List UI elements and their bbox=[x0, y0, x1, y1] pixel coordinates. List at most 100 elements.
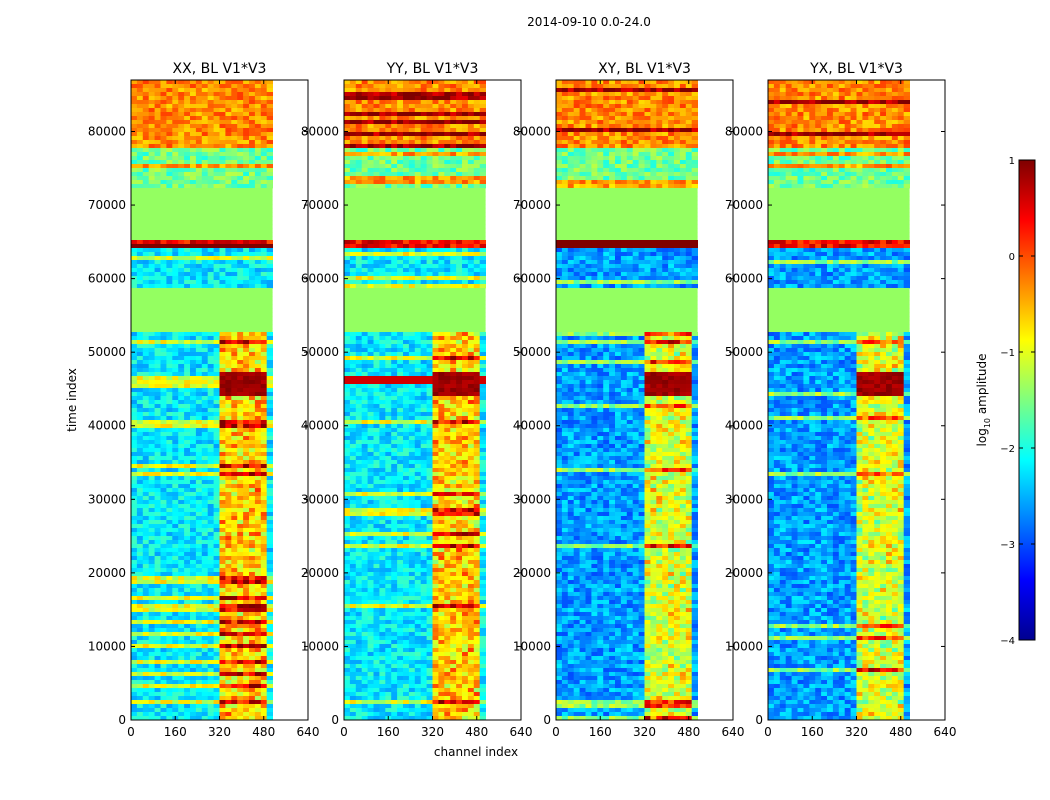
heatmap-cell bbox=[444, 184, 451, 189]
heatmap-cell bbox=[420, 332, 427, 337]
heatmap-cell bbox=[178, 476, 185, 481]
heatmap-cell bbox=[349, 340, 357, 345]
heatmap-cell bbox=[172, 136, 179, 141]
heatmap-cell bbox=[397, 396, 404, 401]
heatmap-cell bbox=[178, 700, 185, 705]
heatmap-cell bbox=[379, 132, 386, 137]
heatmap-cell bbox=[131, 548, 138, 553]
heatmap-cell bbox=[379, 252, 386, 257]
heatmap-cell bbox=[201, 272, 209, 277]
panel-2: YY, BL V1*V30 160 320 480 640010000200003000… bbox=[301, 61, 533, 739]
heatmap-cell bbox=[237, 468, 244, 473]
heatmap-cell bbox=[379, 404, 386, 409]
heatmap-cell bbox=[254, 88, 262, 93]
heatmap-cell bbox=[249, 256, 256, 261]
heatmap-cell bbox=[254, 124, 262, 129]
heatmap-cell bbox=[190, 528, 197, 533]
heatmap-cell bbox=[266, 248, 273, 253]
heatmap-cell bbox=[195, 600, 203, 605]
heatmap-cell bbox=[450, 336, 457, 341]
heatmap-cell bbox=[231, 352, 238, 357]
heatmap-cell bbox=[142, 600, 150, 605]
heatmap-cell bbox=[136, 80, 144, 85]
heatmap-cell bbox=[131, 460, 138, 465]
heatmap-cell bbox=[154, 408, 161, 413]
heatmap-cell bbox=[355, 272, 363, 277]
heatmap-cell bbox=[432, 340, 439, 345]
heatmap-cell bbox=[249, 116, 256, 121]
heatmap-cell bbox=[237, 152, 244, 157]
heatmap-cell bbox=[373, 140, 380, 145]
heatmap-cell bbox=[403, 436, 410, 441]
heatmap-cell bbox=[225, 452, 232, 457]
heatmap-cell bbox=[344, 100, 351, 105]
heatmap-cell bbox=[391, 384, 398, 389]
heatmap-cell bbox=[154, 700, 161, 705]
heatmap-cell bbox=[142, 476, 150, 481]
heatmap-cell bbox=[408, 184, 416, 189]
heatmap-cell bbox=[260, 260, 268, 265]
heatmap-cell bbox=[142, 504, 150, 509]
heatmap-cell bbox=[385, 436, 392, 441]
heatmap-cell bbox=[142, 604, 150, 609]
heatmap-cell bbox=[462, 168, 469, 173]
heatmap-cell bbox=[201, 156, 209, 161]
heatmap-cell bbox=[254, 412, 262, 417]
heatmap-cell bbox=[136, 280, 144, 285]
heatmap-cell bbox=[136, 504, 144, 509]
heatmap-cell bbox=[254, 668, 262, 673]
heatmap-cell bbox=[344, 336, 351, 341]
heatmap-cell bbox=[426, 168, 433, 173]
heatmap-cell bbox=[142, 432, 150, 437]
heatmap-cell bbox=[444, 96, 451, 101]
heatmap-cell bbox=[426, 80, 433, 85]
heatmap-cell bbox=[172, 240, 179, 245]
heatmap-cell bbox=[438, 244, 445, 249]
heatmap-cell bbox=[219, 656, 226, 661]
heatmap-cell bbox=[231, 704, 238, 709]
heatmap-cell bbox=[184, 568, 191, 573]
heatmap-cell bbox=[131, 616, 138, 621]
heatmap-cell bbox=[131, 584, 138, 589]
heatmap-cell bbox=[166, 632, 173, 637]
heatmap-cell bbox=[136, 464, 144, 469]
heatmap-cell bbox=[142, 176, 150, 181]
heatmap-cell bbox=[225, 384, 232, 389]
heatmap-cell bbox=[361, 412, 368, 417]
heatmap-cell bbox=[160, 712, 167, 717]
heatmap-cell bbox=[456, 120, 463, 125]
heatmap-cell bbox=[249, 448, 256, 453]
heatmap-cell bbox=[172, 652, 179, 657]
heatmap-cell bbox=[178, 588, 185, 593]
heatmap-cell bbox=[391, 272, 398, 277]
heatmap-cell bbox=[172, 464, 179, 469]
heatmap-cell bbox=[213, 160, 220, 165]
heatmap-cell bbox=[207, 716, 214, 721]
heatmap-cell bbox=[190, 668, 197, 673]
heatmap-cell bbox=[243, 536, 250, 541]
heatmap-cell bbox=[479, 356, 486, 361]
heatmap-cell bbox=[225, 504, 232, 509]
heatmap-cell bbox=[142, 676, 150, 681]
heatmap-cell bbox=[467, 168, 475, 173]
heatmap-cell bbox=[219, 408, 226, 413]
heatmap-cell bbox=[178, 668, 185, 673]
heatmap-cell bbox=[456, 400, 463, 405]
heatmap-cell bbox=[266, 420, 273, 425]
heatmap-cell bbox=[207, 268, 214, 273]
heatmap-cell bbox=[243, 184, 250, 189]
heatmap-cell bbox=[178, 448, 185, 453]
heatmap-cell bbox=[260, 88, 268, 93]
heatmap-cell bbox=[260, 612, 268, 617]
heatmap-cell bbox=[355, 340, 363, 345]
heatmap-cell bbox=[408, 276, 416, 281]
heatmap-cell bbox=[385, 352, 392, 357]
heatmap-cell bbox=[190, 672, 197, 677]
heatmap-cell bbox=[154, 548, 161, 553]
heatmap-cell bbox=[254, 548, 262, 553]
heatmap-cell bbox=[444, 408, 451, 413]
heatmap-cell bbox=[349, 436, 357, 441]
heatmap-cell bbox=[172, 356, 179, 361]
heatmap-cell bbox=[473, 144, 481, 149]
